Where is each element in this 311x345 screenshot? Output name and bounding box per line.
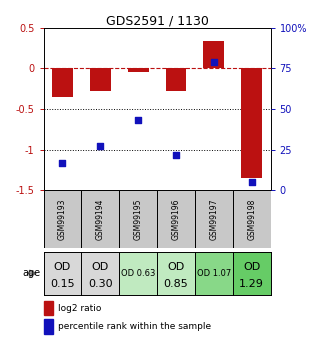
Text: 1.29: 1.29 (239, 279, 264, 289)
Bar (233, 190, 271, 248)
Point (98, 144, 103, 149)
Text: 0.30: 0.30 (88, 279, 113, 289)
Text: OD: OD (167, 262, 185, 272)
Bar (119, 190, 157, 248)
Text: GSM99197: GSM99197 (209, 199, 218, 240)
Text: log2 ratio: log2 ratio (58, 304, 101, 313)
Text: age: age (22, 268, 40, 278)
Text: GSM99193: GSM99193 (58, 199, 67, 240)
Text: OD: OD (54, 262, 71, 272)
Bar (44, 190, 81, 248)
Bar (157, 190, 195, 248)
Bar (241, 68, 262, 178)
Text: 0.15: 0.15 (50, 279, 75, 289)
Text: percentile rank within the sample: percentile rank within the sample (58, 323, 211, 332)
Bar (44, 301, 53, 315)
Text: 0.85: 0.85 (164, 279, 188, 289)
Text: OD 1.07: OD 1.07 (197, 269, 231, 278)
Text: OD: OD (243, 262, 260, 272)
Point (249, 179, 254, 185)
Text: GSM99195: GSM99195 (134, 199, 143, 240)
Bar (52, 68, 73, 97)
Point (211, 59, 216, 65)
Bar (81, 190, 119, 248)
Point (136, 118, 141, 123)
Title: GDS2591 / 1130: GDS2591 / 1130 (106, 14, 208, 28)
Bar (203, 41, 224, 68)
Text: OD 0.63: OD 0.63 (121, 269, 155, 278)
Text: GSM99194: GSM99194 (96, 199, 105, 240)
Bar (90, 68, 111, 91)
Bar (128, 68, 149, 71)
Bar (165, 68, 186, 91)
Text: GSM99198: GSM99198 (247, 199, 256, 240)
Bar (44, 319, 53, 334)
Bar (195, 190, 233, 248)
Text: OD: OD (92, 262, 109, 272)
Point (174, 152, 179, 157)
Text: GSM99196: GSM99196 (171, 199, 180, 240)
Point (60, 160, 65, 165)
